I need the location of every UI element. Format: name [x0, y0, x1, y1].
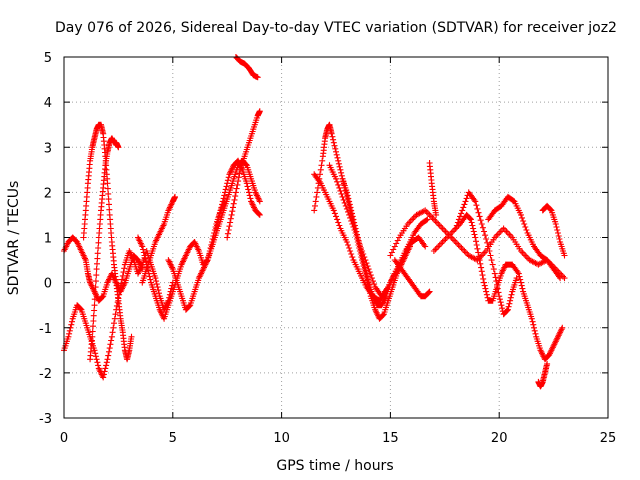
y-tick-label: 2: [44, 186, 52, 201]
series-sat-u: [535, 360, 551, 390]
series-sat-a: [61, 248, 176, 381]
series-sat-n: [339, 175, 398, 309]
x-tick-label: 15: [382, 431, 399, 446]
data-point-markers: [61, 234, 146, 304]
series-sat-q: [426, 160, 440, 218]
series-sat-d: [87, 135, 122, 363]
x-axis-label: GPS time / hours: [276, 458, 393, 474]
data-point-markers: [339, 175, 398, 309]
series-sat-k: [311, 121, 413, 322]
x-tick-label: 0: [60, 431, 68, 446]
y-tick-label: 0: [44, 277, 52, 292]
data-point-markers: [80, 121, 135, 363]
y-tick-label: -1: [39, 322, 52, 337]
series-sat-p: [387, 207, 568, 282]
data-point-markers: [387, 207, 568, 282]
series-sat-b: [61, 234, 146, 304]
y-tick-label: 4: [44, 96, 52, 111]
series-sat-s: [452, 189, 520, 318]
series-sat-c: [80, 121, 135, 363]
x-tick-label: 10: [273, 431, 290, 446]
chart-title: Day 076 of 2026, Sidereal Day-to-day VTE…: [55, 20, 617, 36]
data-point-markers: [452, 189, 520, 318]
y-tick-label: -3: [39, 412, 52, 427]
x-tick-label: 5: [169, 431, 177, 446]
y-tick-label: 5: [44, 51, 52, 66]
data-point-markers: [311, 121, 413, 322]
y-axis-label: SDTVAR / TECUs: [6, 181, 22, 296]
axis-ticks: 0 5 10 15 20 25 -3 -2 -1 0 1 2 3 4 5: [39, 51, 616, 446]
series-sat-t: [485, 193, 564, 282]
data-point-markers: [87, 135, 122, 363]
data-series: [61, 54, 568, 390]
series-sat-i: [224, 108, 263, 241]
x-tick-label: 20: [491, 431, 508, 446]
series-sat-j: [232, 54, 261, 81]
grid: [64, 57, 608, 418]
y-tick-label: -2: [39, 367, 52, 382]
y-tick-label: 1: [44, 232, 52, 247]
data-point-markers: [391, 257, 433, 300]
series-sat-v: [539, 202, 568, 259]
x-tick-label: 25: [600, 431, 617, 446]
y-tick-label: 3: [44, 141, 52, 156]
data-point-markers: [426, 160, 440, 218]
series-sat-o: [391, 257, 433, 300]
data-point-markers: [485, 193, 564, 282]
data-point-markers: [232, 54, 261, 81]
data-point-markers: [61, 248, 176, 381]
data-point-markers: [539, 202, 568, 259]
data-point-markers: [139, 193, 178, 286]
data-point-markers: [224, 108, 263, 241]
series-sat-e: [139, 193, 178, 286]
data-point-markers: [535, 360, 551, 390]
